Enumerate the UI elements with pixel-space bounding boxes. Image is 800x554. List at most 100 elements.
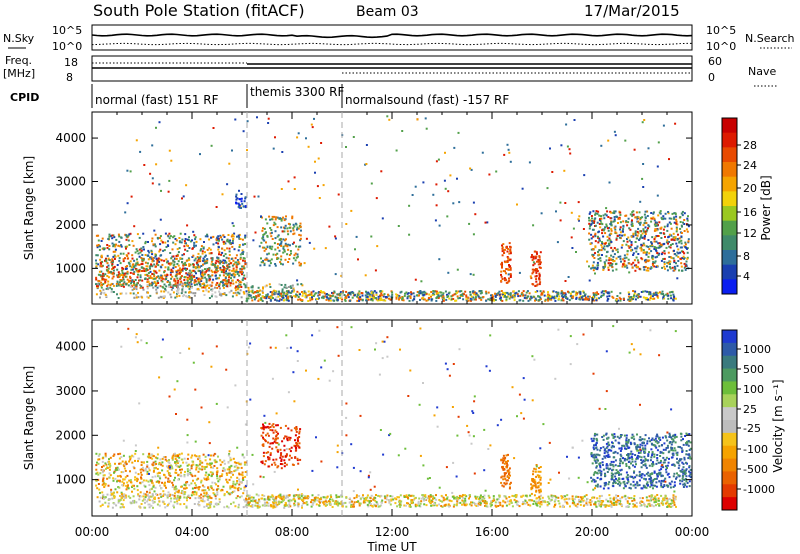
power-cell	[193, 244, 196, 247]
power-cell	[240, 296, 243, 299]
power-cell	[540, 212, 543, 215]
velocity-cell	[191, 454, 194, 457]
power-cell	[416, 291, 419, 293]
power-cell	[322, 184, 325, 187]
power-cell	[591, 217, 593, 220]
power-cell	[563, 292, 566, 295]
power-cell	[679, 246, 682, 249]
power-cell	[181, 197, 183, 200]
power-cell	[301, 299, 304, 302]
power-cell	[651, 244, 653, 246]
power-cell	[201, 277, 204, 280]
power-cell	[575, 291, 578, 294]
velocity-cell	[173, 486, 176, 489]
power-cell	[293, 188, 296, 190]
power-cell	[155, 291, 158, 294]
velocity-cell	[148, 495, 151, 498]
power-cell	[356, 293, 359, 296]
velocity-cell	[216, 467, 219, 470]
velocity-cell	[148, 484, 151, 487]
velocity-cell	[195, 455, 198, 458]
power-cell	[465, 294, 468, 297]
velocity-cell	[278, 503, 281, 505]
power-cell	[212, 243, 215, 246]
power-cell	[292, 229, 295, 232]
velocity-cell	[168, 464, 171, 467]
power-cell	[187, 285, 189, 288]
power-cell	[179, 232, 182, 235]
power-cell	[99, 292, 102, 295]
power-cell	[509, 295, 512, 298]
power-cell	[578, 219, 580, 222]
velocity-cell	[216, 488, 219, 491]
power-cell	[174, 280, 177, 282]
power-cell	[208, 247, 211, 250]
velocity-cell	[103, 474, 106, 477]
power-cell	[590, 223, 593, 226]
power-cell	[220, 294, 223, 297]
velocity-cell	[221, 489, 224, 492]
power-cell	[174, 266, 177, 268]
velocity-cell	[649, 499, 652, 502]
power-cell	[134, 264, 137, 267]
power-cell	[181, 290, 184, 293]
power-cell	[606, 299, 609, 302]
power-cell	[224, 259, 227, 262]
power-cell	[174, 296, 177, 299]
power-cell	[629, 299, 632, 302]
power-cell	[668, 221, 671, 224]
power-cell	[536, 268, 538, 271]
power-cell	[237, 271, 240, 273]
power-cell	[294, 222, 297, 225]
velocity-cell	[121, 493, 124, 496]
power-cell	[683, 219, 686, 221]
power-cell	[444, 151, 446, 154]
power-cell	[118, 257, 121, 260]
velocity-cell	[120, 495, 123, 498]
power-cell	[106, 266, 109, 269]
velocity-cell	[237, 489, 240, 492]
power-cell	[178, 241, 181, 244]
velocity-cell	[583, 495, 586, 498]
power-cell	[447, 190, 450, 193]
velocity-cell	[508, 503, 511, 506]
power-cell	[661, 290, 664, 293]
power-cell	[562, 296, 565, 298]
power-cell	[661, 266, 664, 269]
velocity-cell	[162, 495, 165, 497]
power-cell	[307, 294, 310, 297]
power-cell	[530, 277, 533, 280]
power-cell	[215, 266, 218, 269]
power-cell	[538, 266, 541, 269]
velocity-cell	[430, 499, 433, 502]
power-cell	[284, 244, 287, 247]
power-cell	[122, 276, 124, 279]
velocity-cell	[230, 471, 233, 474]
velocity-cell	[265, 434, 267, 437]
power-cell	[281, 230, 284, 233]
power-cell	[225, 261, 227, 264]
velocity-cell	[146, 465, 149, 468]
power-cell	[507, 293, 510, 296]
power-cell	[208, 252, 211, 255]
power-cell	[580, 297, 583, 300]
power-cell	[658, 291, 661, 294]
velocity-cell	[177, 455, 179, 457]
power-cell	[311, 298, 314, 301]
power-cell	[608, 292, 611, 295]
velocity-cell	[297, 437, 299, 439]
velocity-cell	[198, 486, 201, 488]
power-cell	[176, 277, 179, 280]
power-cell	[502, 295, 505, 298]
velocity-cell	[104, 501, 107, 504]
power-cell	[534, 257, 537, 260]
power-cell	[107, 267, 110, 270]
velocity-cell	[215, 460, 218, 463]
power-cell	[322, 297, 325, 300]
power-cell	[487, 298, 490, 301]
power-cell	[149, 172, 152, 175]
velocity-cell	[233, 486, 236, 489]
power-cell	[588, 295, 591, 298]
power-cell	[622, 263, 625, 266]
power-cell	[277, 295, 280, 298]
